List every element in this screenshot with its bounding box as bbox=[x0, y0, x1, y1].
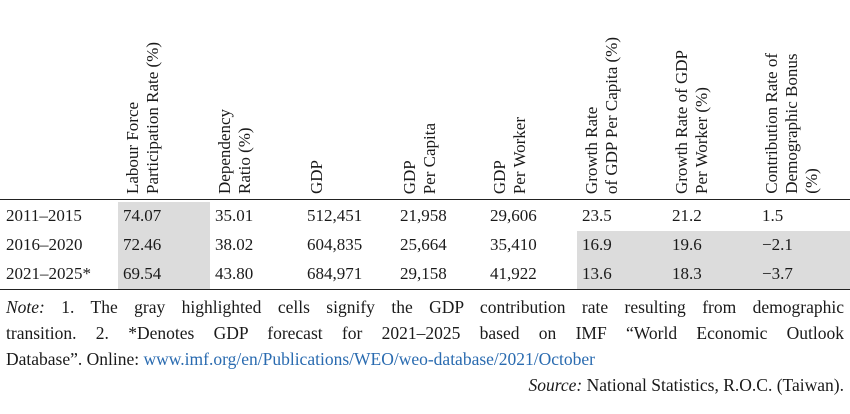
table-cell: 604,835 bbox=[307, 235, 363, 254]
table-cell: 512,451 bbox=[307, 206, 363, 225]
table-cell: 43.80 bbox=[215, 264, 254, 283]
row-period-label: 2016–2020 bbox=[6, 235, 83, 254]
highlight-cell-bg bbox=[667, 260, 757, 289]
column-header: GDP Per Worker bbox=[490, 0, 582, 200]
table-cell: 72.46 bbox=[123, 235, 162, 254]
table-cell: 29,158 bbox=[400, 264, 447, 283]
table-cell: 1.5 bbox=[762, 206, 784, 225]
column-header: Dependency Ratio (%) bbox=[215, 0, 307, 200]
column-header-label: GDP bbox=[307, 159, 326, 194]
note-line-2: transition. 2. *Denotes GDP forecast for… bbox=[6, 323, 844, 343]
column-header-label: GDP Per Worker bbox=[490, 116, 529, 194]
column-header: Labour Force Participation Rate (%) bbox=[123, 0, 215, 200]
note-line-1: Note: 1. The gray highlighted cells sign… bbox=[6, 294, 844, 320]
note-text-3: Database”. Online: bbox=[6, 349, 144, 369]
source-label: Source: bbox=[528, 375, 583, 395]
bottom-rule bbox=[0, 289, 850, 290]
column-header-label: Growth Rate of GDP Per Capita (%) bbox=[582, 36, 621, 194]
column-header: Growth Rate of GDP Per Worker (%) bbox=[672, 0, 762, 200]
table-notes: Note: 1. The gray highlighted cells sign… bbox=[6, 294, 844, 398]
column-header-label: Dependency Ratio (%) bbox=[215, 109, 254, 194]
note-line-3: Database”. Online: www.imf.org/en/Public… bbox=[6, 346, 844, 372]
note-label: Note: bbox=[6, 297, 45, 317]
column-header: Growth Rate of GDP Per Capita (%) bbox=[582, 0, 672, 200]
column-header: GDP Per Capita bbox=[400, 0, 490, 200]
data-table: Labour Force Participation Rate (%) Depen… bbox=[0, 0, 850, 290]
column-header-label: Labour Force Participation Rate (%) bbox=[123, 41, 162, 194]
table-cell: 21,958 bbox=[400, 206, 447, 225]
column-header-label: Contribution Rate of Demographic Bonus (… bbox=[762, 53, 821, 194]
column-header-label: GDP Per Capita bbox=[400, 122, 439, 194]
note-text-1: 1. The gray highlighted cells signify th… bbox=[44, 297, 844, 317]
table-cell: 25,664 bbox=[400, 235, 447, 254]
highlight-cell-bg bbox=[667, 231, 757, 260]
column-header: GDP bbox=[307, 0, 400, 200]
highlight-cell-bg bbox=[757, 260, 850, 289]
table-cell: 21.2 bbox=[672, 206, 702, 225]
source-line: Source: National Statistics, R.O.C. (Tai… bbox=[6, 372, 844, 398]
table-cell: 38.02 bbox=[215, 235, 254, 254]
column-header: Contribution Rate of Demographic Bonus (… bbox=[762, 0, 850, 200]
table-cell: 16.9 bbox=[582, 235, 612, 254]
table-cell: −2.1 bbox=[762, 235, 793, 254]
table-cell: 23.5 bbox=[582, 206, 612, 225]
highlight-cell-bg bbox=[118, 260, 210, 289]
highlight-cell-bg bbox=[577, 260, 667, 289]
table-cell: 35,410 bbox=[490, 235, 537, 254]
column-header-label: Growth Rate of GDP Per Worker (%) bbox=[672, 49, 711, 194]
table-cell: 74.07 bbox=[123, 206, 162, 225]
highlight-cell-bg bbox=[757, 231, 850, 260]
table-cell: −3.7 bbox=[762, 264, 793, 283]
source-text: National Statistics, R.O.C. (Taiwan). bbox=[582, 375, 844, 395]
table-cell: 13.6 bbox=[582, 264, 612, 283]
header-rule bbox=[0, 199, 850, 200]
row-period-label: 2021–2025* bbox=[6, 264, 91, 283]
row-period-label: 2011–2015 bbox=[6, 206, 82, 225]
table-cell: 19.6 bbox=[672, 235, 702, 254]
table-cell: 69.54 bbox=[123, 264, 162, 283]
highlight-cell-bg bbox=[118, 231, 210, 260]
table-cell: 684,971 bbox=[307, 264, 363, 283]
highlight-cell-bg bbox=[118, 202, 210, 231]
table-cell: 18.3 bbox=[672, 264, 702, 283]
table-cell: 41,922 bbox=[490, 264, 537, 283]
imf-database-link[interactable]: www.imf.org/en/Publications/WEO/weo-data… bbox=[143, 349, 596, 369]
table-cell: 29,606 bbox=[490, 206, 537, 225]
highlight-cell-bg bbox=[577, 231, 667, 260]
table-cell: 35.01 bbox=[215, 206, 254, 225]
